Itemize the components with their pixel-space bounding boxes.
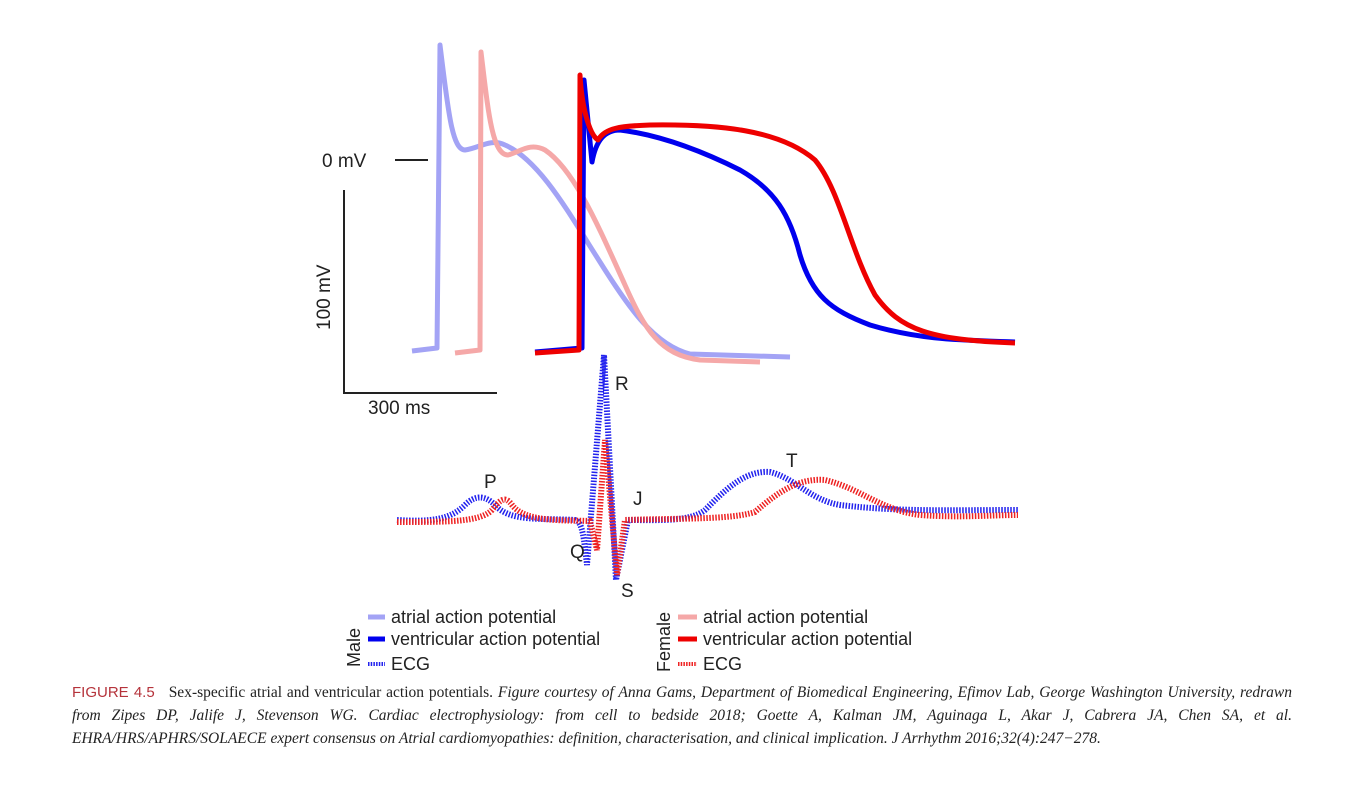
ecg-r-label: R — [615, 374, 629, 395]
male-ecg-curve — [396, 354, 1019, 581]
figure-label: FIGURE 4.5 — [72, 684, 155, 701]
action-potential-diagram: 0 mV 100 mV 300 ms P Q R S J T Male atri… — [314, 42, 1019, 674]
ecg-j-label: J — [633, 489, 643, 510]
legend-male: Male atrial action potential ventricular… — [344, 607, 600, 674]
female-ventricular-ap-curve — [534, 72, 1016, 356]
male-ventricular-ap-curve — [534, 77, 1016, 355]
male-atrial-ap-curve — [411, 42, 791, 360]
legend-male-atrial: atrial action potential — [391, 607, 556, 627]
legend-male-title: Male — [344, 628, 364, 667]
caption-credit: Figure courtesy of Anna Gams, Department… — [72, 684, 1292, 747]
ecg-p-label: P — [484, 472, 497, 493]
figure-caption: FIGURE 4.5 Sex-specific atrial and ventri… — [72, 681, 1292, 750]
legend-female-ecg: ECG — [703, 654, 742, 674]
voltage-scale-label: 100 mV — [314, 264, 335, 330]
scale-bar — [343, 190, 497, 394]
zero-mv-label: 0 mV — [322, 151, 367, 172]
caption-title: Sex-specific atrial and ventricular acti… — [168, 684, 494, 701]
legend-female-ventricular: ventricular action potential — [703, 629, 912, 649]
legend-female-title: Female — [654, 612, 674, 672]
female-ecg-curve — [396, 439, 1019, 576]
legend-female: Female atrial action potential ventricul… — [654, 607, 912, 674]
legend-male-ventricular: ventricular action potential — [391, 629, 600, 649]
legend-female-atrial: atrial action potential — [703, 607, 868, 627]
time-scale-label: 300 ms — [368, 398, 430, 419]
female-atrial-ap-curve — [454, 49, 761, 365]
ecg-s-label: S — [621, 581, 634, 602]
ecg-t-label: T — [786, 451, 798, 472]
ecg-q-label: Q — [570, 542, 585, 563]
legend-male-ecg: ECG — [391, 654, 430, 674]
